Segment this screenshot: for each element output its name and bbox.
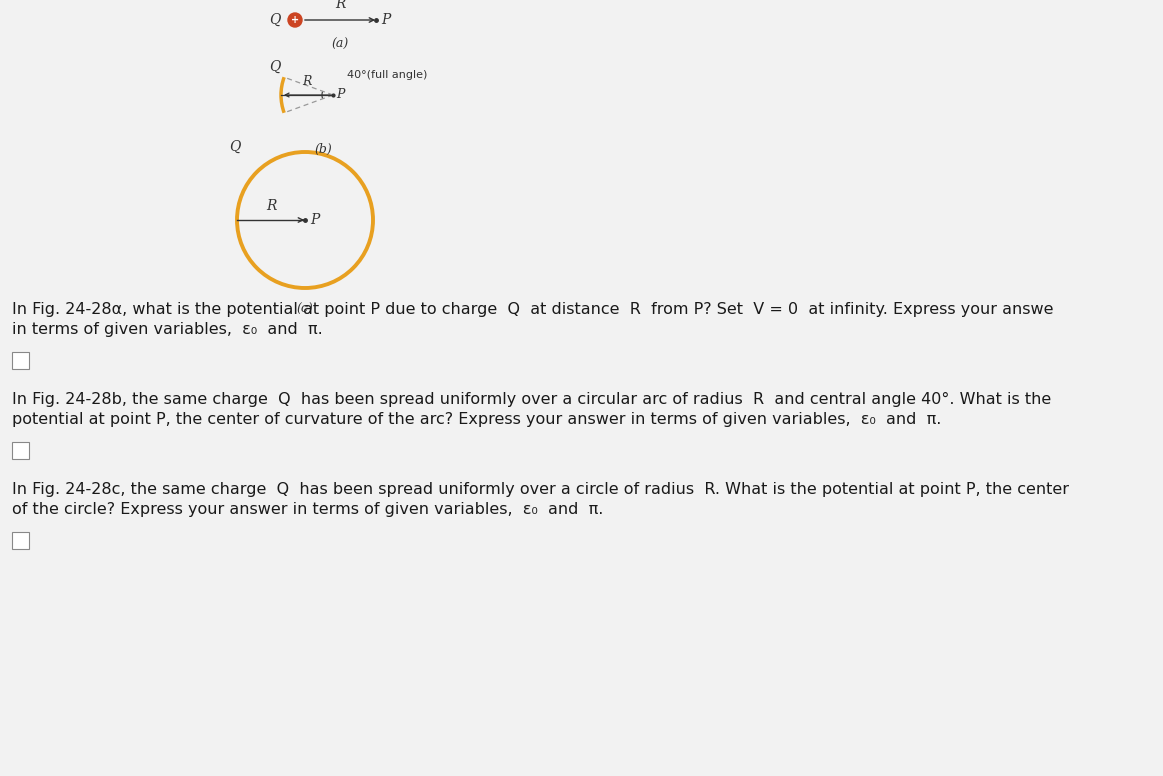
FancyBboxPatch shape <box>12 442 29 459</box>
Text: potential at point P, the center of curvature of the arc? Express your answer in: potential at point P, the center of curv… <box>12 412 941 427</box>
Text: P: P <box>381 13 391 27</box>
Text: R: R <box>266 199 277 213</box>
FancyBboxPatch shape <box>12 532 29 549</box>
Text: Q: Q <box>270 13 281 27</box>
Text: R: R <box>302 75 312 88</box>
Text: (b): (b) <box>314 143 331 156</box>
Text: In Fig. 24-28b, the same charge  Q  has been spread uniformly over a circular ar: In Fig. 24-28b, the same charge Q has be… <box>12 392 1051 407</box>
Text: R: R <box>335 0 345 11</box>
Text: (a): (a) <box>331 38 349 51</box>
Text: In Fig. 24-28α, what is the potential at point P due to charge  Q  at distance  : In Fig. 24-28α, what is the potential at… <box>12 302 1054 317</box>
FancyBboxPatch shape <box>12 352 29 369</box>
Text: +: + <box>291 15 299 25</box>
Circle shape <box>288 13 302 27</box>
Text: of the circle? Express your answer in terms of given variables,  ε₀  and  π.: of the circle? Express your answer in te… <box>12 502 604 517</box>
Text: 40°(full angle): 40°(full angle) <box>347 70 427 80</box>
Text: (c): (c) <box>297 303 313 316</box>
Text: in terms of given variables,  ε₀  and  π.: in terms of given variables, ε₀ and π. <box>12 322 323 337</box>
Text: P: P <box>336 88 344 102</box>
Text: P: P <box>311 213 320 227</box>
Text: Q: Q <box>229 140 241 154</box>
Text: In Fig. 24-28c, the same charge  Q  has been spread uniformly over a circle of r: In Fig. 24-28c, the same charge Q has be… <box>12 482 1069 497</box>
Text: Q: Q <box>269 61 280 74</box>
